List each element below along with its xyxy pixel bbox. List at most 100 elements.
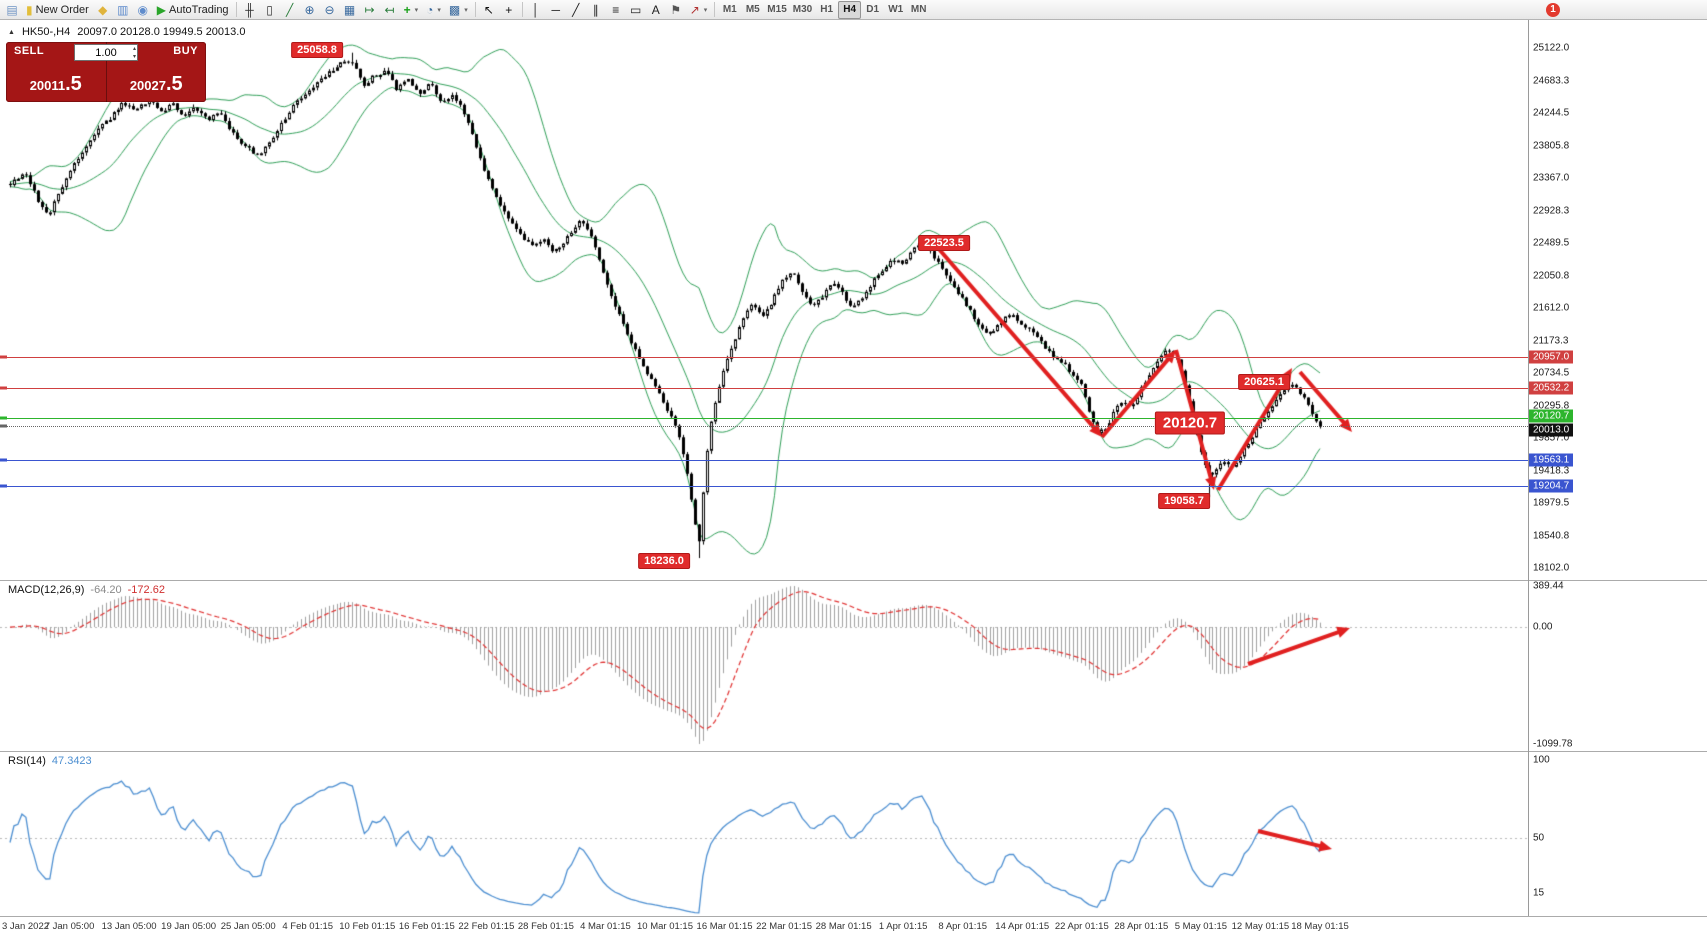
- channel-button[interactable]: ∥: [586, 1, 606, 19]
- new-order-button[interactable]: ▮ New Order: [22, 1, 93, 19]
- line-chart-button[interactable]: ╱: [280, 1, 300, 19]
- crosshair-button[interactable]: +: [499, 1, 519, 19]
- line-chart-icon: ╱: [285, 2, 294, 17]
- chevron-down-icon[interactable]: ▾: [437, 6, 441, 14]
- time-axis-label: 22 Feb 01:15: [458, 921, 515, 932]
- auto-scroll-button[interactable]: ↦: [360, 1, 380, 19]
- indicators-button[interactable]: + ▾: [400, 1, 423, 19]
- rsi-pane-canvas[interactable]: [0, 752, 1528, 916]
- periods-button[interactable]: ◔ ▾: [422, 1, 445, 19]
- autotrading-button[interactable]: ▶ AutoTrading: [153, 1, 233, 19]
- timeframe-m30[interactable]: M30: [790, 1, 815, 19]
- time-axis-label: 12 May 01:15: [1231, 921, 1290, 932]
- macd-name: MACD(12,26,9): [8, 584, 85, 596]
- time-axis-label: 4 Mar 01:15: [580, 921, 631, 932]
- fibonacci-button[interactable]: ≡: [606, 1, 626, 19]
- price-callout-label[interactable]: 20120.7: [1154, 411, 1226, 435]
- data-window-button[interactable]: ◉: [133, 1, 153, 19]
- horizontal-level-line[interactable]: [0, 459, 1528, 461]
- bar-chart-button[interactable]: ╫: [240, 1, 260, 19]
- symbol-period: HK50-,H4: [21, 26, 71, 38]
- timeframe-h1[interactable]: H1: [815, 1, 838, 19]
- price-axis-tick: 21173.3: [1533, 335, 1569, 346]
- buy-button[interactable]: BUY 20027.5: [107, 42, 207, 102]
- vertical-line-button[interactable]: │: [526, 1, 546, 19]
- arrows-button[interactable]: ↗ ▾: [686, 1, 712, 19]
- price-axis-tick: 18102.0: [1533, 562, 1570, 574]
- spinner-down-icon[interactable]: ▾: [132, 54, 136, 60]
- print-button[interactable]: ▥: [113, 1, 133, 19]
- price-axis-tick: 22050.8: [1533, 270, 1570, 281]
- time-axis-label: 4 Feb 01:15: [282, 921, 334, 932]
- price-axis-tick: 18979.5: [1533, 497, 1570, 509]
- templates-button[interactable]: ▩ ▾: [445, 1, 472, 19]
- time-axis-label: 22 Mar 01:15: [756, 921, 813, 932]
- sell-price-frac: .5: [65, 73, 82, 95]
- auto-scroll-icon: ↦: [364, 2, 375, 17]
- price-callout-label[interactable]: 18236.0: [638, 553, 690, 569]
- chevron-down-icon[interactable]: ▾: [703, 6, 708, 14]
- toolbar-separator: [714, 2, 716, 17]
- text-button[interactable]: A: [646, 1, 666, 19]
- zoom-out-button[interactable]: ⊖: [320, 1, 340, 19]
- price-callout-label[interactable]: 19058.7: [1158, 493, 1210, 509]
- timeframe-h4-label: H4: [843, 4, 857, 15]
- price-callout-label[interactable]: 22523.5: [918, 235, 970, 251]
- notification-badge[interactable]: 1: [1546, 3, 1560, 17]
- horizontal-level-line[interactable]: [0, 387, 1528, 389]
- pane-separator[interactable]: [0, 751, 1707, 752]
- price-axis-tick: 22489.5: [1533, 237, 1570, 249]
- timeframe-m5[interactable]: M5: [741, 1, 764, 19]
- timeframe-h4[interactable]: H4: [838, 0, 862, 19]
- timeframe-mn[interactable]: MN: [907, 1, 930, 19]
- fibonacci-icon: ≡: [612, 2, 620, 17]
- chevron-down-icon[interactable]: ▾: [464, 6, 468, 14]
- price-callout-label[interactable]: 20625.1: [1238, 374, 1290, 390]
- shapes-icon: ▭: [630, 2, 642, 17]
- timeframe-w1[interactable]: W1: [884, 1, 907, 19]
- timeframe-m1-label: M1: [722, 4, 737, 15]
- tile-windows-button[interactable]: ▦: [340, 1, 360, 19]
- bar-chart-icon: ╫: [245, 2, 254, 17]
- horizontal-line-button[interactable]: ─: [546, 1, 566, 19]
- crosshair-icon: +: [505, 2, 513, 17]
- chevron-down-icon[interactable]: ▾: [414, 6, 419, 14]
- shapes-button[interactable]: ▭: [626, 1, 646, 19]
- time-axis-label: 28 Mar 01:15: [815, 921, 872, 932]
- candlestick-chart-button[interactable]: ▯: [260, 1, 280, 19]
- symbol-ohlc-line: ▲ HK50-,H4 20097.0 20128.0 19949.5 20013…: [8, 26, 245, 38]
- pane-separator: [0, 916, 1707, 917]
- buy-price: 20027.5: [107, 73, 207, 97]
- sell-button[interactable]: SELL 20011.5: [6, 42, 106, 102]
- chart-window-icon: ▤: [6, 2, 18, 17]
- cursor-button[interactable]: ↖: [479, 1, 499, 19]
- toolbar: ▤ ▮ New Order ◆ ▥ ◉ ▶ AutoTrading ╫ ▯ ╱ ⊕ ⊖ ▦ ↦ ↤ + ▾ ◔ ▾ ▩ ▾…: [0, 0, 1707, 20]
- horizontal-level-line[interactable]: [0, 418, 1528, 420]
- volume-input[interactable]: 1.00 ▴ ▾: [74, 44, 138, 61]
- metaeditor-button[interactable]: ◆: [93, 1, 113, 19]
- macd-pane-canvas[interactable]: [0, 581, 1528, 751]
- horizontal-level-line[interactable]: [0, 356, 1528, 358]
- chart-shift-button[interactable]: ↤: [380, 1, 400, 19]
- sell-price: 20011.5: [6, 73, 106, 97]
- trendline-icon: ╱: [572, 2, 580, 17]
- spinner-up-icon[interactable]: ▴: [132, 46, 136, 52]
- timeframe-m1[interactable]: M1: [718, 1, 741, 19]
- price-callout-label[interactable]: 25058.8: [291, 42, 343, 58]
- trendline-button[interactable]: ╱: [566, 1, 586, 19]
- timeframe-m15[interactable]: M15: [764, 1, 789, 19]
- horizontal-level-line[interactable]: [0, 426, 1528, 428]
- pane-separator[interactable]: [0, 580, 1707, 581]
- collapse-icon[interactable]: ▲: [8, 28, 15, 36]
- price-axis-border[interactable]: [1528, 20, 1529, 916]
- volume-spinner[interactable]: ▴ ▾: [133, 45, 136, 61]
- timeframe-d1[interactable]: D1: [861, 1, 884, 19]
- horizontal-level-line[interactable]: [0, 486, 1528, 488]
- chart-shift-icon: ↤: [384, 2, 395, 17]
- time-axis-label: 19 Jan 05:00: [161, 921, 217, 932]
- arrow-object-icon: ↗: [689, 2, 700, 17]
- new-chart-button[interactable]: ▤: [2, 1, 22, 19]
- label-button[interactable]: ⚑: [666, 1, 686, 19]
- clock-icon: ◔: [426, 2, 434, 17]
- zoom-in-button[interactable]: ⊕: [300, 1, 320, 19]
